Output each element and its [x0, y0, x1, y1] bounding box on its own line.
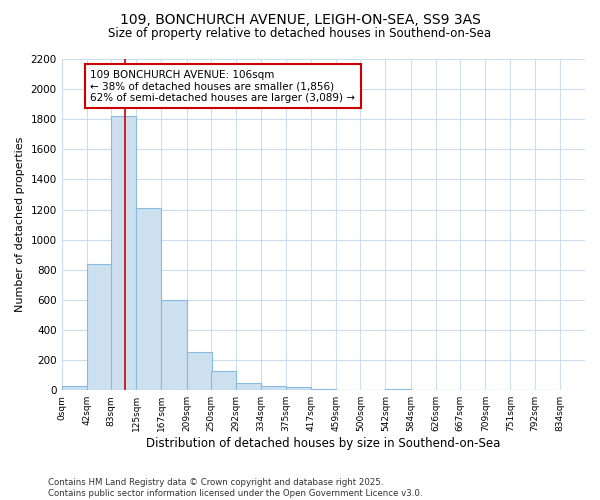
Bar [286, 387, 311, 390]
Text: Contains HM Land Registry data © Crown copyright and database right 2025.
Contai: Contains HM Land Registry data © Crown c… [48, 478, 422, 498]
Bar [87, 264, 112, 390]
Bar [62, 386, 87, 390]
Bar [187, 352, 212, 390]
Bar [385, 388, 410, 390]
Bar [136, 208, 161, 390]
Bar [236, 382, 261, 390]
Bar [111, 116, 136, 390]
Y-axis label: Number of detached properties: Number of detached properties [15, 137, 25, 312]
Text: Size of property relative to detached houses in Southend-on-Sea: Size of property relative to detached ho… [109, 28, 491, 40]
Bar [161, 300, 187, 390]
Bar [261, 386, 286, 390]
Bar [211, 370, 236, 390]
X-axis label: Distribution of detached houses by size in Southend-on-Sea: Distribution of detached houses by size … [146, 437, 500, 450]
Text: 109 BONCHURCH AVENUE: 106sqm
← 38% of detached houses are smaller (1,856)
62% of: 109 BONCHURCH AVENUE: 106sqm ← 38% of de… [91, 70, 355, 102]
Text: 109, BONCHURCH AVENUE, LEIGH-ON-SEA, SS9 3AS: 109, BONCHURCH AVENUE, LEIGH-ON-SEA, SS9… [119, 12, 481, 26]
